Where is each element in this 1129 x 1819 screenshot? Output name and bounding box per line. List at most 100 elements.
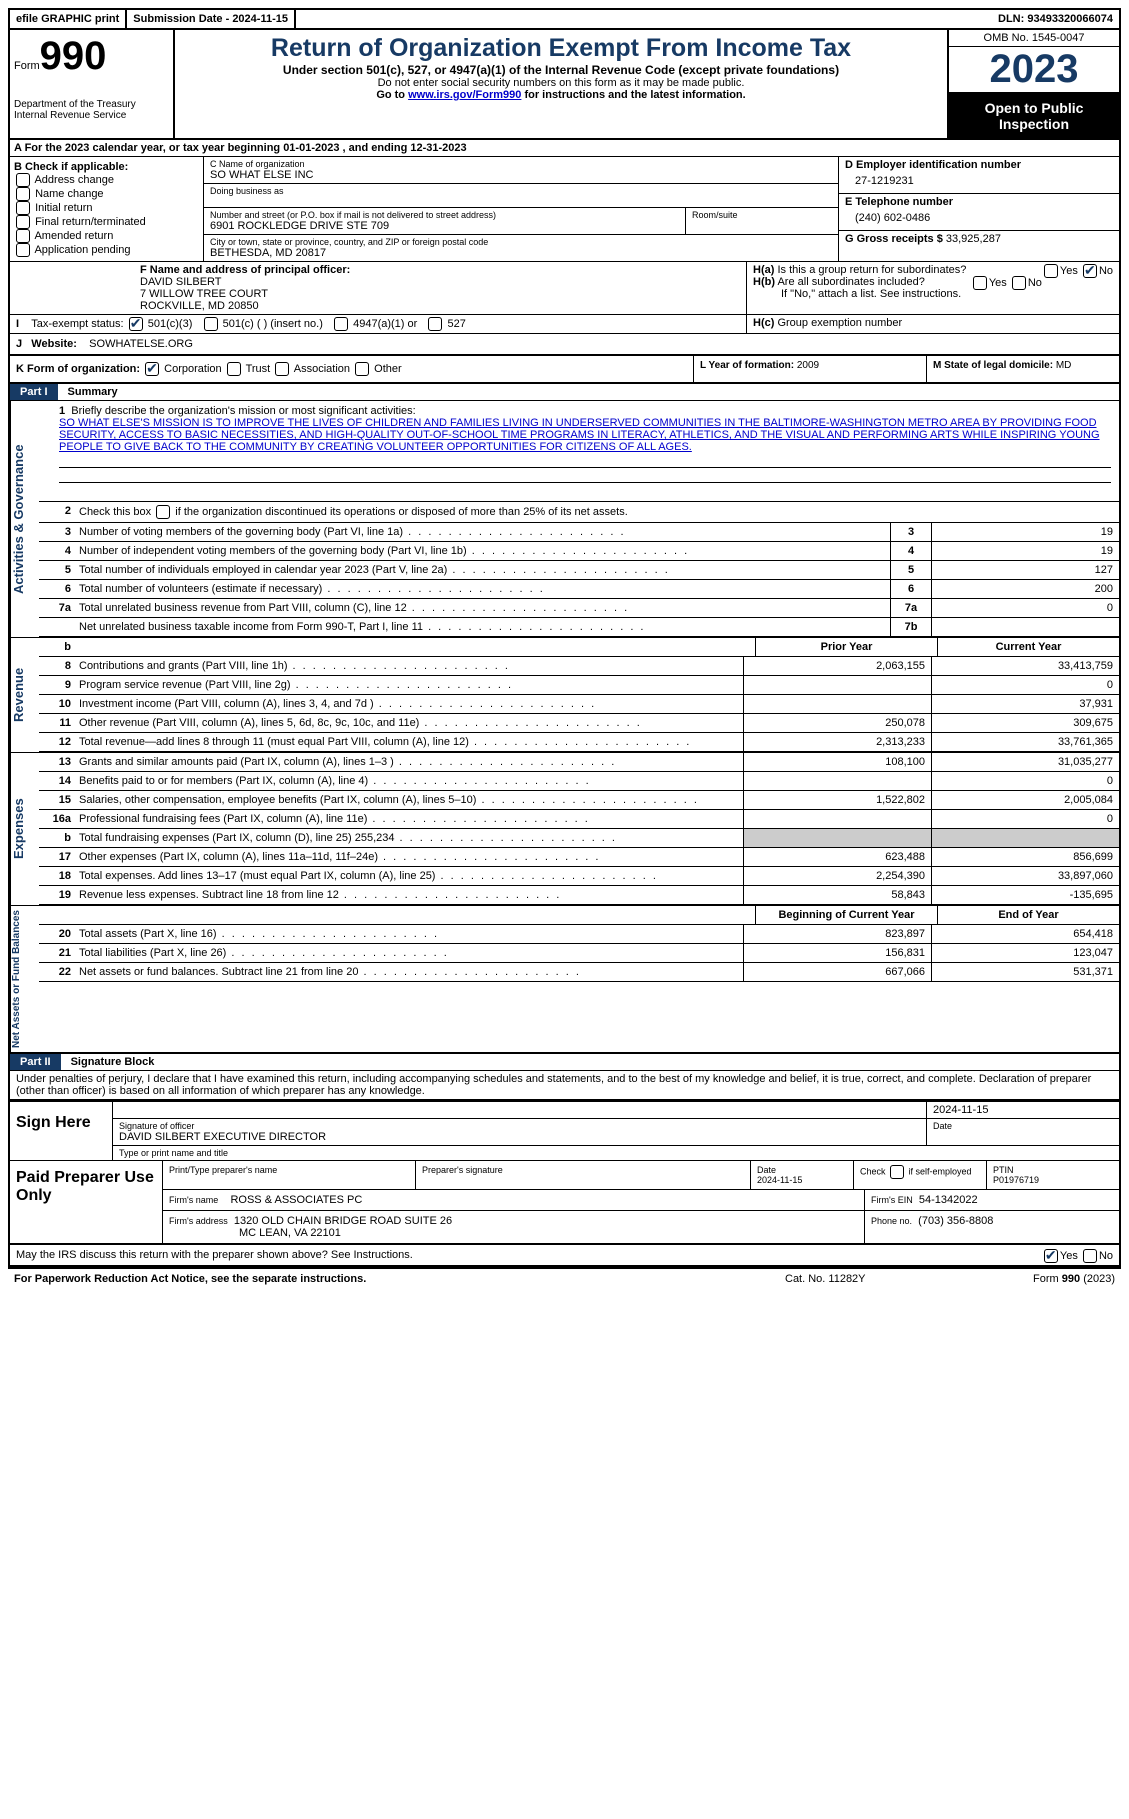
summary-line: bTotal fundraising expenses (Part IX, co… <box>39 829 1119 848</box>
i-501c[interactable] <box>204 317 218 331</box>
summary-line: 7aTotal unrelated business revenue from … <box>39 599 1119 618</box>
summary-line: 16aProfessional fundraising fees (Part I… <box>39 810 1119 829</box>
summary-line: 19Revenue less expenses. Subtract line 1… <box>39 886 1119 905</box>
summary-line: 4Number of independent voting members of… <box>39 542 1119 561</box>
b-opt: Name change <box>14 187 199 201</box>
c-street-row: Number and street (or P.O. box if mail i… <box>204 208 838 235</box>
footer: For Paperwork Reduction Act Notice, see … <box>8 1269 1121 1289</box>
cat-no: Cat. No. 11282Y <box>785 1273 935 1285</box>
col-c: C Name of organization SO WHAT ELSE INC … <box>204 157 838 261</box>
dept-label: Department of the Treasury Internal Reve… <box>14 99 169 121</box>
summary-line: 10Investment income (Part VIII, column (… <box>39 695 1119 714</box>
ssn-note: Do not enter social security numbers on … <box>179 77 943 89</box>
b-opt: Initial return <box>14 201 199 215</box>
ha-no[interactable] <box>1083 264 1097 278</box>
checkbox-name[interactable] <box>16 187 30 201</box>
m-state: M State of legal domicile: MD <box>926 356 1119 382</box>
checkbox-amended[interactable] <box>16 229 30 243</box>
header-row: Form990 Department of the Treasury Inter… <box>10 30 1119 140</box>
checkbox-pending[interactable] <box>16 243 30 257</box>
preparer-label: Paid Preparer Use Only <box>10 1161 163 1243</box>
discuss-no[interactable] <box>1083 1249 1097 1263</box>
summary-line: 11Other revenue (Part VIII, column (A), … <box>39 714 1119 733</box>
checkbox-initial[interactable] <box>16 201 30 215</box>
i-row: I Tax-exempt status: 501(c)(3) 501(c) ( … <box>10 315 1119 334</box>
rev-section: Revenue b Prior Year Current Year 8Contr… <box>10 637 1119 752</box>
part2-header-row: Part II Signature Block <box>10 1052 1119 1071</box>
hb-no[interactable] <box>1012 276 1026 290</box>
k-assoc[interactable] <box>275 362 289 376</box>
summary-line: 9Program service revenue (Part VIII, lin… <box>39 676 1119 695</box>
ag-label: Activities & Governance <box>10 401 39 637</box>
summary-line: 21Total liabilities (Part X, line 26)156… <box>39 944 1119 963</box>
form-title: Return of Organization Exempt From Incom… <box>179 34 943 63</box>
org-name: SO WHAT ELSE INC <box>210 169 832 181</box>
ha-yes[interactable] <box>1044 264 1058 278</box>
self-emp-check[interactable] <box>890 1165 904 1179</box>
d-ein: D Employer identification number 27-1219… <box>839 157 1119 194</box>
klm-row: K Form of organization: Corporation Trus… <box>10 356 1119 384</box>
discuss-yes[interactable] <box>1044 1249 1058 1263</box>
col-de: D Employer identification number 27-1219… <box>838 157 1119 261</box>
summary-line: Net unrelated business taxable income fr… <box>39 618 1119 637</box>
b-title: B Check if applicable: <box>14 161 199 173</box>
goto-note: Go to www.irs.gov/Form990 for instructio… <box>179 89 943 101</box>
f-row: F Name and address of principal officer:… <box>10 262 1119 315</box>
hb-yes[interactable] <box>973 276 987 290</box>
hc-row: H(c) Group exemption number <box>746 315 1119 333</box>
i-527[interactable] <box>428 317 442 331</box>
l-year: L Year of formation: 2009 <box>693 356 926 382</box>
year-header: b Prior Year Current Year <box>39 638 1119 657</box>
summary-line: 17Other expenses (Part IX, column (A), l… <box>39 848 1119 867</box>
perjury-text: Under penalties of perjury, I declare th… <box>10 1071 1119 1100</box>
i-501c3[interactable] <box>129 317 143 331</box>
na-header: Beginning of Current Year End of Year <box>39 906 1119 925</box>
b-opt: Amended return <box>14 229 199 243</box>
mission-text: SO WHAT ELSE'S MISSION IS TO IMPROVE THE… <box>59 417 1111 453</box>
summary-line: 6Total number of volunteers (estimate if… <box>39 580 1119 599</box>
omb-number: OMB No. 1545-0047 <box>949 30 1119 47</box>
k-corp[interactable] <box>145 362 159 376</box>
summary-line: 22Net assets or fund balances. Subtract … <box>39 963 1119 982</box>
summary-line: 18Total expenses. Add lines 13–17 (must … <box>39 867 1119 886</box>
sign-block: Sign Here 2024-11-15 Signature of office… <box>10 1100 1119 1161</box>
checkbox-addr[interactable] <box>16 173 30 187</box>
c-room: Room/suite <box>685 208 838 234</box>
top-bar: efile GRAPHIC print Submission Date - 20… <box>10 10 1119 30</box>
line2-check[interactable] <box>156 505 170 519</box>
checkbox-final[interactable] <box>16 215 30 229</box>
mission-block: 1 Briefly describe the organization's mi… <box>39 401 1119 502</box>
part2-title: Signature Block <box>61 1056 155 1068</box>
k-other[interactable] <box>355 362 369 376</box>
dln: DLN: 93493320066074 <box>992 10 1119 28</box>
self-emp: Check if self-employed <box>854 1161 987 1189</box>
f-officer: F Name and address of principal officer:… <box>10 262 746 314</box>
summary-line: 12Total revenue—add lines 8 through 11 (… <box>39 733 1119 752</box>
k-trust[interactable] <box>227 362 241 376</box>
c-city: City or town, state or province, country… <box>204 235 838 261</box>
irs-link[interactable]: www.irs.gov/Form990 <box>408 89 521 101</box>
ag-section: Activities & Governance 1 Briefly descri… <box>10 401 1119 637</box>
form-label-cell: Form990 Department of the Treasury Inter… <box>10 30 175 138</box>
paperwork-notice: For Paperwork Reduction Act Notice, see … <box>14 1273 785 1285</box>
summary-line: 3Number of voting members of the governi… <box>39 523 1119 542</box>
header-right: OMB No. 1545-0047 2023 Open to Public In… <box>947 30 1119 138</box>
summary-line: 5Total number of individuals employed in… <box>39 561 1119 580</box>
i-4947[interactable] <box>334 317 348 331</box>
submission-date: Submission Date - 2024-11-15 <box>127 10 296 28</box>
b-opt: Application pending <box>14 243 199 257</box>
form-number: Form990 <box>14 34 169 79</box>
summary-line: 15Salaries, other compensation, employee… <box>39 791 1119 810</box>
e-phone: E Telephone number (240) 602-0486 <box>839 194 1119 231</box>
sign-date: 2024-11-15 <box>927 1102 1119 1118</box>
efile-label: efile GRAPHIC print <box>10 10 127 28</box>
col-b: B Check if applicable: Address change Na… <box>10 157 204 261</box>
j-website: J Website: SOWHATELSE.ORG <box>10 334 1119 354</box>
b-opt: Final return/terminated <box>14 215 199 229</box>
discuss-row: May the IRS discuss this return with the… <box>10 1245 1119 1267</box>
c-name-cell: C Name of organization SO WHAT ELSE INC <box>204 157 838 184</box>
section-bcde: B Check if applicable: Address change Na… <box>10 157 1119 262</box>
j-row: J Website: SOWHATELSE.ORG <box>10 334 1119 356</box>
row-a: A For the 2023 calendar year, or tax yea… <box>10 140 1119 157</box>
part1-header-row: Part I Summary <box>10 384 1119 401</box>
